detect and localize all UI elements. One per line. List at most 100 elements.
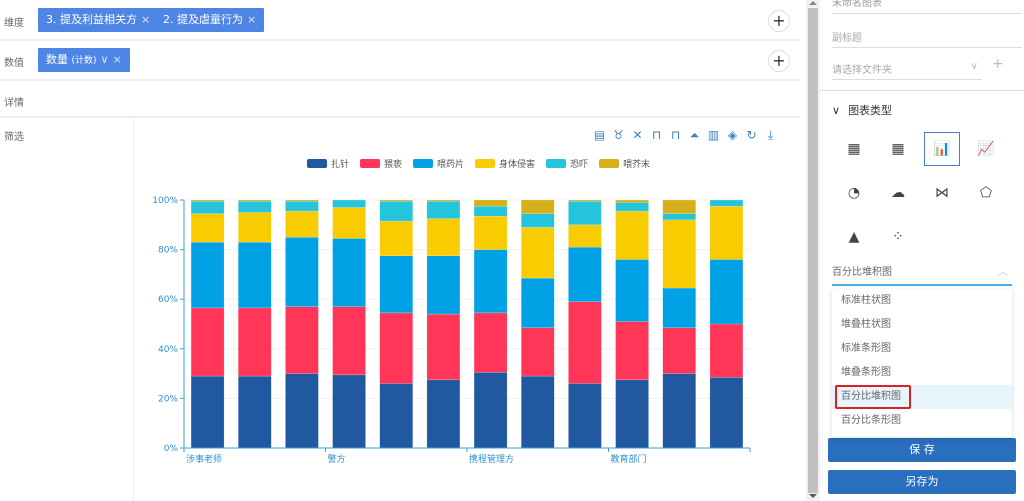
save-button[interactable]: 保 存 bbox=[828, 438, 1016, 462]
bar-segment bbox=[332, 306, 366, 376]
chevron-up-icon: ︿ bbox=[998, 267, 1008, 278]
legend-item[interactable]: 恐吓 bbox=[546, 157, 588, 170]
line-chart-icon[interactable]: ⏶ bbox=[689, 128, 700, 142]
dropdown-option[interactable]: 堆叠柱状图 bbox=[832, 313, 1012, 337]
scrollbar-thumb[interactable] bbox=[808, 8, 818, 493]
dropdown-option[interactable]: 百分比堆积图 bbox=[832, 385, 1012, 409]
bar-segment bbox=[190, 307, 225, 377]
value-tag[interactable]: 数量 (计数) ∨ × bbox=[38, 48, 130, 72]
sankey-icon[interactable]: ⋈ bbox=[935, 185, 949, 201]
bar-segment bbox=[473, 215, 508, 250]
x-tick-label: 教育部门 bbox=[611, 453, 647, 465]
download-icon[interactable]: ⤓ bbox=[767, 128, 774, 142]
bar-segment bbox=[332, 238, 366, 307]
bar-segment bbox=[379, 200, 413, 222]
bar-segment bbox=[709, 205, 744, 260]
title-input[interactable]: 未命名图表 bbox=[832, 0, 1022, 14]
bar-segment bbox=[615, 202, 649, 212]
zoom-back-icon[interactable]: ⊓ bbox=[670, 128, 681, 142]
funnel-icon[interactable]: ▲ bbox=[848, 229, 860, 245]
bar-segment bbox=[521, 213, 555, 228]
legend-swatch bbox=[360, 159, 381, 168]
add-dimension-button[interactable]: + bbox=[768, 10, 790, 32]
dropdown-option[interactable]: 百分比条形图 bbox=[832, 409, 1012, 433]
legend-label: 恐吓 bbox=[570, 160, 589, 170]
bar-segment bbox=[521, 227, 555, 279]
pie-chart-icon[interactable]: ◔ bbox=[847, 185, 861, 201]
option-label: 标准柱状图 bbox=[841, 295, 891, 306]
save-as-button[interactable]: 另存为 bbox=[828, 470, 1016, 494]
legend-item[interactable]: 猥亵 bbox=[360, 157, 402, 170]
line-chart-icon[interactable]: 📈 bbox=[977, 141, 995, 157]
value-label: 数值 bbox=[4, 58, 24, 69]
option-label: 堆叠条形图 bbox=[841, 367, 891, 378]
add-value-button[interactable]: + bbox=[768, 50, 790, 72]
chevron-down-icon[interactable]: ∨ bbox=[100, 53, 109, 66]
table-icon[interactable]: ▦ bbox=[847, 141, 861, 157]
legend-item[interactable]: 扎针 bbox=[307, 157, 349, 170]
remove-icon[interactable]: × bbox=[112, 53, 122, 66]
option-label: 百分比堆积图 bbox=[841, 391, 901, 402]
bar-segment bbox=[285, 236, 319, 307]
bar-segment bbox=[568, 246, 602, 302]
dropdown-option[interactable]: 堆叠条形图 bbox=[832, 361, 1012, 385]
scrollbar[interactable] bbox=[806, 0, 820, 501]
magic-type-icon[interactable]: ♉ bbox=[613, 128, 624, 142]
bar-segment bbox=[190, 213, 225, 243]
bar-segment bbox=[190, 375, 225, 449]
dropdown-option[interactable]: 标准柱状图 bbox=[832, 289, 1012, 313]
bar-segment bbox=[521, 327, 555, 377]
refresh-icon[interactable]: ↻ bbox=[746, 128, 757, 142]
dimension-tag[interactable]: 2. 提及虐童行为 × bbox=[155, 8, 265, 32]
brush-icon[interactable]: ✕ bbox=[632, 128, 643, 142]
y-tick-label: 0% bbox=[164, 444, 179, 454]
bar-segment bbox=[568, 301, 602, 384]
details-label: 详情 bbox=[4, 98, 24, 109]
bar-segment bbox=[709, 323, 744, 378]
add-folder-button[interactable]: + bbox=[992, 56, 1004, 72]
bar-chart-icon[interactable]: 📊 bbox=[924, 132, 960, 166]
bar-segment bbox=[426, 218, 461, 257]
bar-segment bbox=[568, 199, 602, 202]
bar-segment bbox=[662, 199, 696, 214]
bar-segment bbox=[238, 199, 272, 202]
chart-subtype-select[interactable]: 百分比堆积图 ︿ bbox=[832, 262, 1012, 286]
word-cloud-icon[interactable]: ☁ bbox=[891, 185, 905, 201]
data-view-icon[interactable]: ▤ bbox=[593, 128, 606, 142]
bar-segment bbox=[285, 306, 319, 374]
x-tick-label: 警方 bbox=[328, 453, 346, 465]
chevron-down-icon: ∨ bbox=[832, 104, 841, 117]
restore-zoom-icon[interactable]: ⊓ bbox=[651, 128, 662, 142]
bar-segment bbox=[473, 199, 508, 207]
dropdown-option[interactable]: 标准条形图 bbox=[832, 337, 1012, 361]
bar-segment bbox=[709, 199, 744, 207]
y-tick-label: 80% bbox=[158, 246, 178, 256]
bar-chart-icon[interactable]: ▥ bbox=[707, 128, 720, 142]
scroll-up-icon[interactable] bbox=[809, 1, 817, 5]
bar-segment bbox=[190, 241, 225, 309]
chart-toolbar: ▤ ♉ ✕ ⊓ ⊓ ⏶ ▥ ◈ ↻ ⤓ bbox=[592, 128, 778, 143]
dimension-tag[interactable]: 3. 提及利益相关方 × bbox=[38, 8, 159, 32]
bar-segment bbox=[473, 205, 508, 217]
scatter-icon[interactable]: ⁘ bbox=[892, 229, 904, 245]
legend-swatch bbox=[599, 159, 620, 168]
subtitle-input[interactable]: 副标题 bbox=[832, 26, 1022, 48]
legend-item[interactable]: 喂药片 bbox=[413, 157, 464, 170]
legend-item[interactable]: 身体侵害 bbox=[475, 157, 535, 170]
settings-panel: 未命名图表 副标题 请选择文件夹 ∨ + ∨ 图表类型 ▦ ▦ 📊 📈 ◔ ☁ ⋈ ⬠ ▲ ⁘ 百分… bbox=[820, 0, 1024, 501]
legend-item[interactable]: 喂芥末 bbox=[599, 157, 650, 170]
radar-icon[interactable]: ⬠ bbox=[979, 185, 993, 201]
pivot-table-icon[interactable]: ▦ bbox=[891, 141, 905, 157]
remove-icon[interactable]: × bbox=[247, 13, 257, 26]
divider bbox=[820, 90, 1024, 91]
legend-swatch bbox=[546, 159, 567, 168]
chart-type-section[interactable]: ∨ 图表类型 bbox=[832, 104, 893, 117]
bar-segment bbox=[285, 200, 319, 212]
scroll-down-icon[interactable] bbox=[809, 494, 817, 498]
folder-select[interactable]: 请选择文件夹 ∨ bbox=[832, 58, 982, 80]
highlight-box bbox=[835, 385, 911, 409]
dimension-row: 维度 3. 提及利益相关方 × 2. 提及虐童行为 × + bbox=[0, 0, 800, 41]
y-tick-label: 100% bbox=[152, 196, 178, 206]
remove-icon[interactable]: × bbox=[141, 13, 151, 26]
stack-icon[interactable]: ◈ bbox=[727, 128, 738, 142]
